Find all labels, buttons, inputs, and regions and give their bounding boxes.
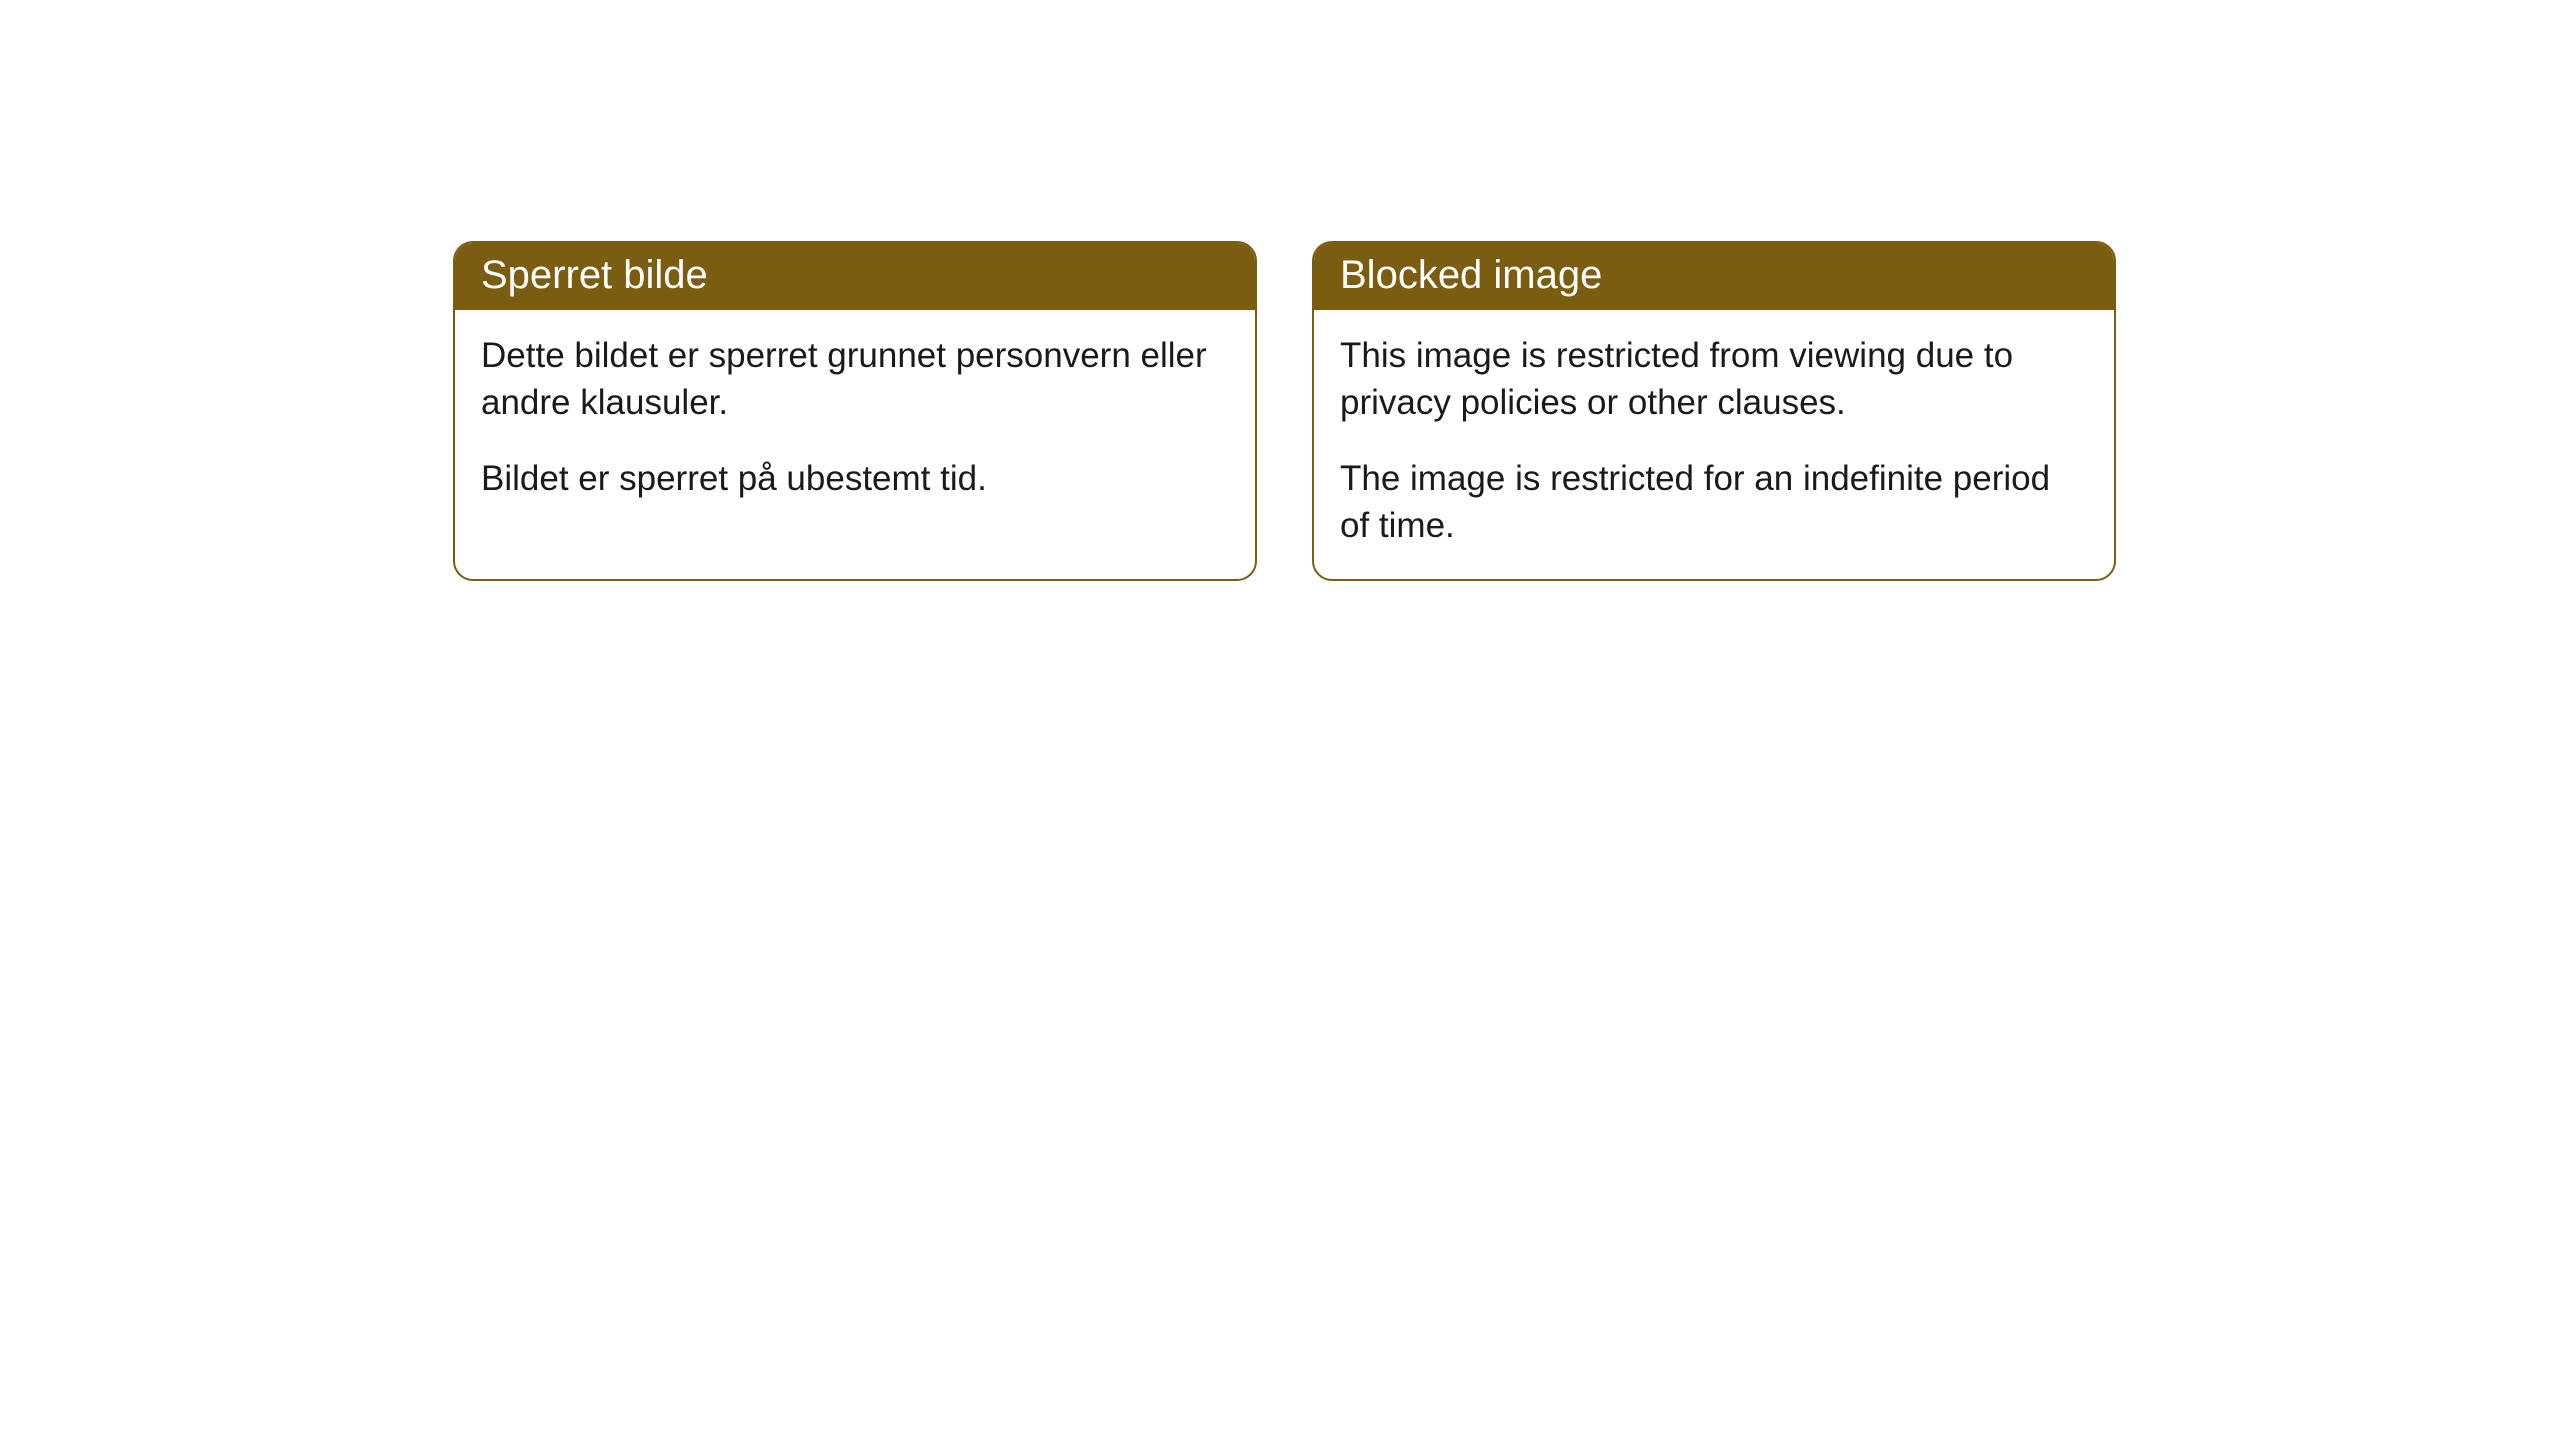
notice-paragraph-1: Dette bildet er sperret grunnet personve… <box>481 332 1229 427</box>
notice-paragraph-2: The image is restricted for an indefinit… <box>1340 455 2088 550</box>
notice-body-english: This image is restricted from viewing du… <box>1314 310 2114 579</box>
notice-title-english: Blocked image <box>1314 243 2114 310</box>
notice-paragraph-1: This image is restricted from viewing du… <box>1340 332 2088 427</box>
notice-body-norwegian: Dette bildet er sperret grunnet personve… <box>455 310 1255 532</box>
notice-card-norwegian: Sperret bilde Dette bildet er sperret gr… <box>453 241 1257 581</box>
notice-paragraph-2: Bildet er sperret på ubestemt tid. <box>481 455 1229 502</box>
notice-title-norwegian: Sperret bilde <box>455 243 1255 310</box>
notice-container: Sperret bilde Dette bildet er sperret gr… <box>0 0 2560 581</box>
notice-card-english: Blocked image This image is restricted f… <box>1312 241 2116 581</box>
